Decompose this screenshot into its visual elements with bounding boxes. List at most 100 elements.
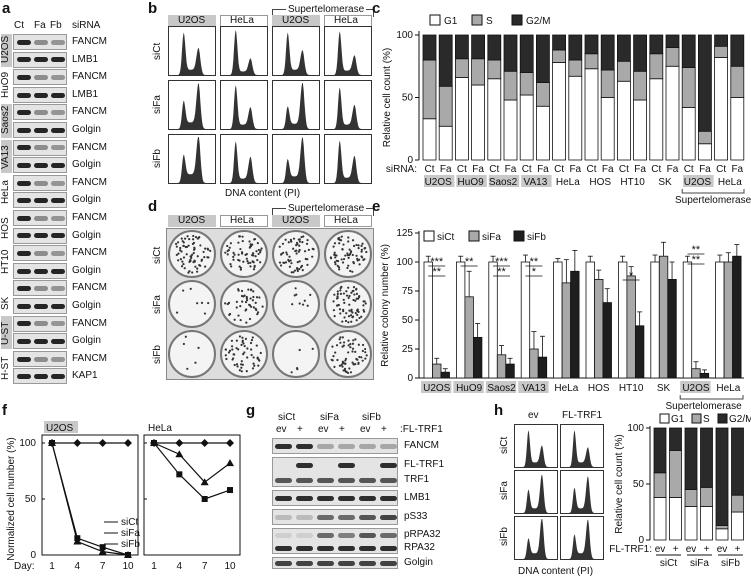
blot-band: [317, 515, 334, 520]
blot-band: [317, 561, 334, 566]
colony-dot: [252, 268, 256, 271]
colony-dot: [235, 300, 238, 303]
facs-histogram: [325, 87, 371, 129]
colony-dot: [360, 244, 363, 247]
panel-h-bar-S: [669, 450, 682, 498]
colony-dot: [241, 252, 244, 255]
panel-h-row-siCt: siCt: [499, 436, 510, 454]
panel-h-col-ev: ev: [528, 410, 539, 421]
colony-dot: [333, 253, 336, 256]
panel-c-bar-G1: [552, 62, 567, 161]
panel-a-cell-label-box: [1, 245, 12, 279]
panel-e-sig-marker: ***: [495, 256, 509, 268]
colony-dot: [301, 269, 304, 272]
facs-histogram: [221, 85, 267, 129]
colony-dot: [241, 235, 244, 238]
panel-f-marker-siCt: [124, 439, 132, 447]
colony-dot: [343, 368, 346, 372]
colony-dot: [361, 349, 364, 353]
panel-c-legend-swatch: [471, 14, 483, 26]
colony-dot: [300, 264, 304, 267]
colony-dot: [258, 296, 261, 299]
colony-dot: [236, 365, 239, 368]
panel-h-bar-G2/M: [669, 427, 682, 451]
panel-e-bar-siCt: [715, 261, 725, 379]
colony-dot: [257, 358, 260, 361]
colony-dot: [339, 292, 343, 296]
colony-dot: [257, 364, 260, 367]
colony-dot: [339, 341, 342, 344]
blot-band: [338, 532, 355, 538]
colony-dot: [344, 254, 347, 257]
colony-dot: [341, 365, 344, 368]
colony-dot: [295, 252, 298, 255]
colony-dot: [332, 354, 335, 358]
panel-c-bar-S: [584, 53, 599, 70]
panel-c-bar-G1: [681, 107, 696, 161]
panel-c-cell-highlight: [488, 175, 520, 187]
panel-c-ytick-label: 50: [402, 93, 414, 104]
colony-dot: [229, 262, 232, 266]
colony-dot: [311, 347, 314, 350]
panel-d-well: [324, 330, 372, 378]
panel-e-svg: 0 25 50 75 100 125 Relative colony number (%) s…: [380, 228, 744, 412]
colony-dot: [182, 241, 185, 244]
colony-dot: [351, 350, 354, 353]
blot-band: [34, 145, 48, 151]
colony-dot: [228, 349, 232, 352]
colony-dot: [365, 354, 368, 357]
colony-dot: [251, 367, 255, 370]
panel-e-legend-1: siFa: [482, 232, 501, 243]
colony-dot: [241, 300, 244, 303]
panel-c-bar-G2/M: [600, 34, 615, 71]
panel-e-bar-siFb: [634, 325, 645, 379]
colony-dot: [224, 348, 227, 351]
panel-h-ytick-label: 100: [627, 423, 644, 434]
colony-dot: [180, 250, 183, 253]
colony-dot: [240, 289, 244, 293]
colony-dot: [347, 351, 350, 354]
panel-c-bar-S: [422, 59, 437, 120]
panel-f-marker-siFb: [175, 450, 184, 458]
colony-dot: [233, 353, 236, 356]
colony-dot: [283, 261, 286, 265]
colony-dot: [237, 314, 240, 317]
colony-dot: [249, 244, 253, 248]
panel-b-facs-plot: [272, 134, 320, 184]
colony-dot: [253, 264, 256, 267]
panel-c-pair-label: Fa: [634, 164, 646, 175]
panel-h-legend-2: G2/M: [729, 414, 751, 425]
colony-dot: [249, 265, 252, 268]
colony-dot: [348, 248, 351, 251]
colony-dot: [282, 251, 285, 254]
panel-h-bar-S: [715, 525, 729, 530]
colony-dot: [244, 300, 248, 304]
blot-band: [51, 215, 65, 221]
blot-band: [380, 532, 397, 538]
colony-dot: [233, 253, 236, 256]
blot-band: [17, 303, 31, 309]
panel-f-ytick-label: 50: [25, 494, 37, 505]
colony-dot: [358, 316, 361, 320]
panel-e-bar-siFa: [432, 363, 442, 379]
colony-dot: [356, 358, 359, 361]
colony-dot: [298, 248, 301, 252]
panel-f-title-0: U2OS: [46, 423, 74, 434]
colony-dot: [347, 240, 350, 243]
panel-a-cell-label-box: [1, 350, 12, 384]
panel-a-blot-Golgin: [13, 333, 67, 350]
panel-c-cell-HuO9: HuO9: [458, 177, 485, 188]
colony-dot: [248, 317, 252, 321]
colony-dot: [356, 313, 359, 317]
panel-f-legend-0: siCt: [121, 517, 138, 528]
colony-dot: [348, 294, 351, 298]
blot-band: [34, 180, 48, 186]
panel-a-blot-KAP1: [13, 368, 67, 385]
colony-dot: [196, 267, 199, 270]
panel-c-supertelomerase: Supertelomerase: [675, 195, 751, 206]
blot-band: [317, 444, 334, 449]
colony-dot: [252, 254, 255, 257]
blot-band: [359, 444, 376, 449]
colony-dot: [352, 339, 355, 342]
colony-dot: [340, 363, 343, 367]
